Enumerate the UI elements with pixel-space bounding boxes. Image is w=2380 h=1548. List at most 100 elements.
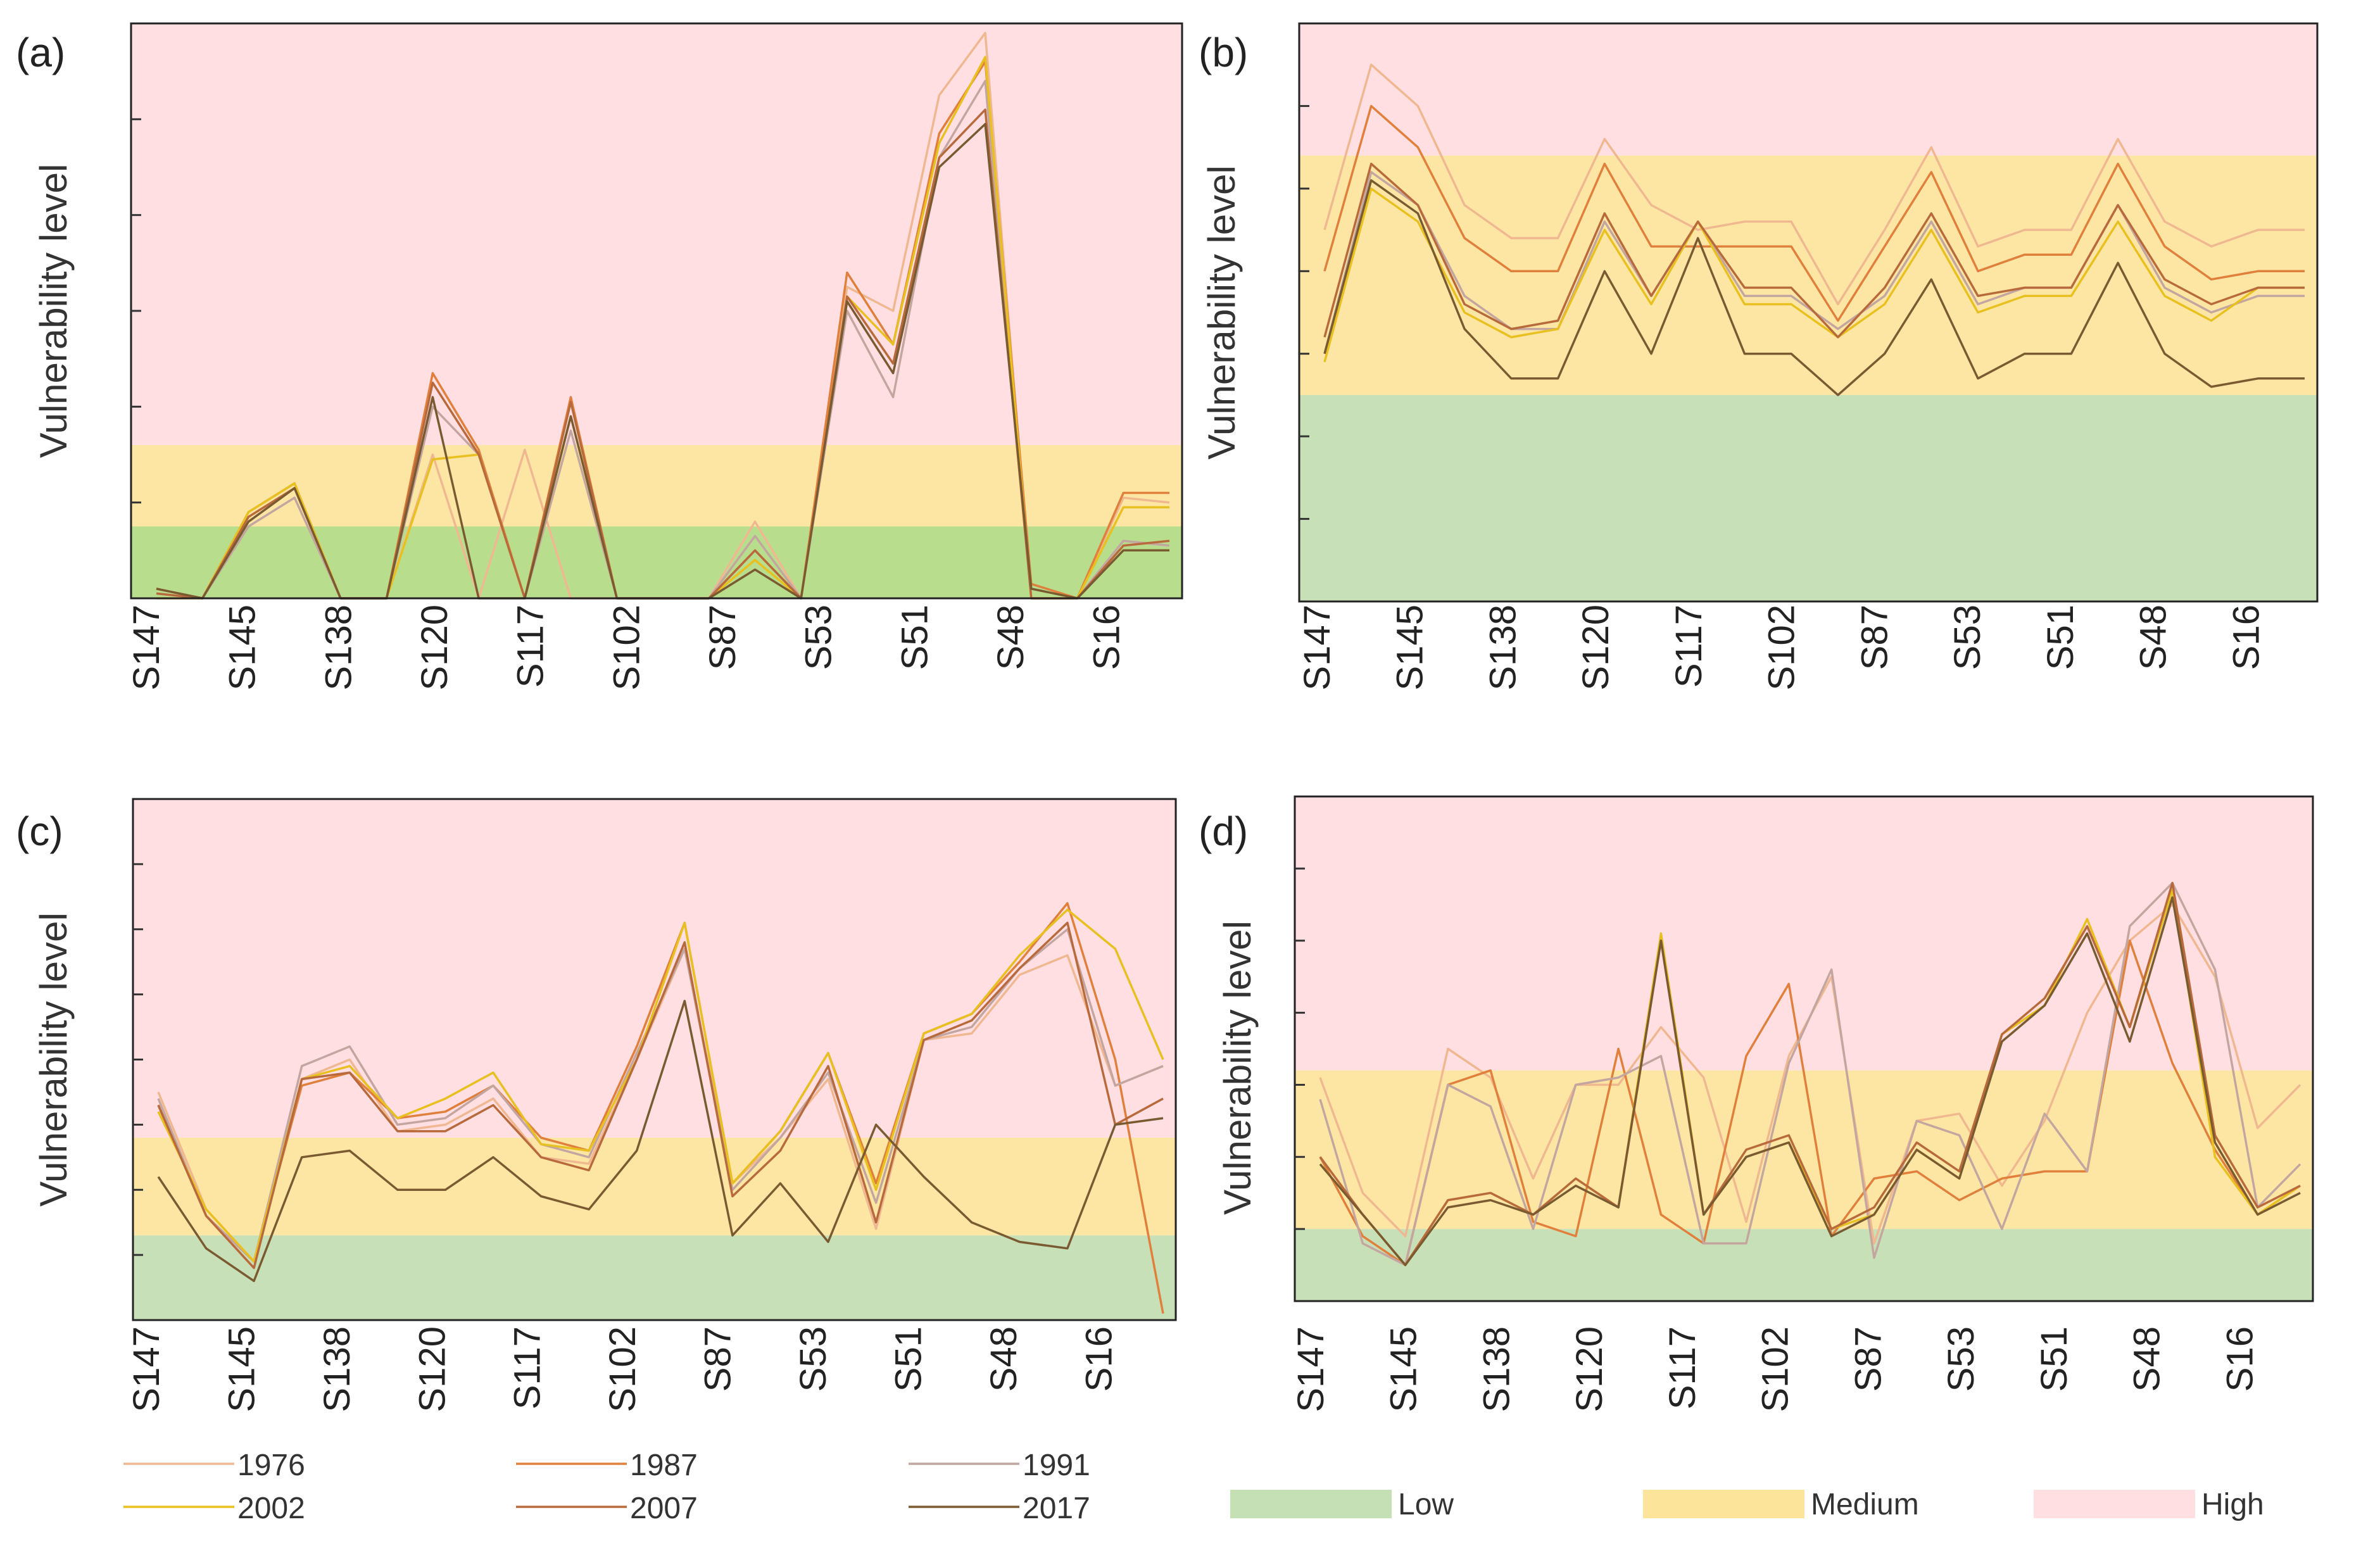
legend-label: 2002 <box>237 1492 305 1525</box>
y-axis-label: Vulnerability level <box>32 164 75 458</box>
x-tick-label: S102 <box>602 1326 643 1412</box>
legend: 1976 1987 1991 2002 2007 2017 Low Medium High <box>123 1449 2264 1525</box>
x-tick-label: S147 <box>1290 1326 1332 1412</box>
legend-series-2002: 2002 <box>123 1492 305 1525</box>
plot-frame <box>1294 795 2314 1302</box>
zone-low <box>131 526 1182 598</box>
legend-label: 1991 <box>1023 1449 1090 1482</box>
legend-label: Medium <box>1811 1488 1919 1521</box>
x-tick-label: S53 <box>1947 605 1988 670</box>
x-tick-label: S87 <box>702 605 743 670</box>
series-line-2007 <box>157 921 1164 1269</box>
series-line-2002 <box>157 909 1164 1263</box>
legend-zone-low: Low <box>1230 1488 1454 1521</box>
panel-label: (c) <box>16 809 63 854</box>
x-tick-label: S138 <box>1483 605 1524 690</box>
x-tick-label: S102 <box>1755 1326 1796 1412</box>
y-axis-label: Vulnerability level <box>1200 165 1243 460</box>
x-tick-label: S145 <box>222 605 263 690</box>
panel-label: (d) <box>1199 809 1248 854</box>
x-tick-label: S53 <box>793 1326 834 1392</box>
x-tick-label: S87 <box>1848 1326 1889 1392</box>
x-tick-label: S16 <box>2226 605 2267 670</box>
x-tick-label: S138 <box>1476 1326 1518 1412</box>
legend-swatch <box>1643 1490 1804 1518</box>
legend-label: High <box>2201 1488 2264 1521</box>
legend-label: 2017 <box>1023 1492 1090 1525</box>
legend-label: 1987 <box>630 1449 698 1482</box>
x-tick-label: S117 <box>510 605 551 688</box>
x-tick-label: S48 <box>990 605 1031 670</box>
legend-series-2017: 2017 <box>909 1492 1090 1525</box>
x-tick-label: S120 <box>412 1326 453 1412</box>
x-tick-label: S145 <box>1390 605 1431 690</box>
legend-zone-high: High <box>2034 1488 2264 1521</box>
chart-panel-3: S147 S145 S138 S120 S117 S102 S87 S53 S51 S48 S16 (… <box>16 798 1177 1412</box>
x-tick-label: S147 <box>1297 605 1338 690</box>
zone-medium <box>133 1137 1176 1236</box>
x-tick-label: S16 <box>1078 1326 1119 1392</box>
legend-series-1991: 1991 <box>909 1449 1090 1482</box>
panel-label: (b) <box>1199 30 1248 75</box>
chart-panel-4: S147 S145 S138 S120 S117 S102 S87 S53 S51 S48 S16 (… <box>1199 795 2314 1412</box>
x-tick-label: S53 <box>798 605 840 670</box>
legend-zone-medium: Medium <box>1643 1488 1919 1521</box>
x-tick-label: S145 <box>1383 1326 1425 1412</box>
x-tick-label: S145 <box>221 1326 262 1412</box>
zone-medium <box>1295 1070 2313 1230</box>
legend-swatch <box>1230 1490 1392 1518</box>
chart-panel-1: S147 S145 S138 S120 S117 S102 S87 S53 S51 S48 S16 (… <box>16 22 1183 690</box>
x-tick-label: S117 <box>1668 605 1709 688</box>
x-tick-label: S16 <box>1086 605 1128 670</box>
x-tick-label: S120 <box>414 605 455 690</box>
x-tick-label: S138 <box>318 605 359 690</box>
series-line-1987 <box>1323 104 2305 322</box>
zone-high <box>1299 23 2317 156</box>
x-tick-label: S147 <box>126 1326 167 1412</box>
x-tick-label: S87 <box>1854 605 1895 670</box>
series-line-2017 <box>1319 896 2301 1266</box>
legend-series-1976: 1976 <box>123 1449 305 1482</box>
zone-high <box>131 23 1182 445</box>
legend-series-1987: 1987 <box>516 1449 698 1482</box>
series-line-2007 <box>1319 881 2301 1266</box>
x-tick-label: S53 <box>1941 1326 1982 1392</box>
x-tick-label: S51 <box>2040 605 2081 670</box>
series-line-1991 <box>1319 881 2301 1266</box>
series-line-1976 <box>1323 63 2305 306</box>
series-line-1987 <box>157 902 1164 1314</box>
x-tick-label: S48 <box>2133 605 2174 670</box>
y-axis-label: Vulnerability level <box>32 912 75 1207</box>
series-line-2002 <box>1323 187 2305 363</box>
x-tick-label: S48 <box>983 1326 1024 1392</box>
legend-label: Low <box>1398 1488 1454 1521</box>
x-tick-label: S117 <box>507 1326 548 1409</box>
x-tick-label: S87 <box>698 1326 739 1392</box>
chart-panel-2: S147 S145 S138 S120 S117 S102 S87 S53 S51 S48 S16 (… <box>1199 22 2319 690</box>
x-tick-label: S51 <box>894 605 935 670</box>
x-tick-label: S51 <box>2034 1326 2075 1392</box>
x-tick-label: S147 <box>126 605 167 690</box>
zone-low <box>1295 1229 2313 1301</box>
series-line-1976 <box>157 947 1164 1263</box>
series-line-2017 <box>1323 179 2305 396</box>
x-tick-label: S48 <box>2127 1326 2168 1392</box>
legend-swatch <box>2034 1490 2195 1518</box>
x-tick-label: S51 <box>888 1326 929 1392</box>
series-line-2017 <box>157 1000 1164 1283</box>
series-line-1987 <box>1319 939 2301 1266</box>
legend-series-2007: 2007 <box>516 1492 698 1525</box>
x-tick-label: S102 <box>606 605 647 690</box>
x-tick-label: S120 <box>1575 605 1616 690</box>
legend-label: 1976 <box>237 1449 305 1482</box>
y-axis-label: Vulnerability level <box>1216 921 1259 1215</box>
x-tick-label: S102 <box>1761 605 1803 690</box>
zone-low <box>1299 394 2317 601</box>
zone-high <box>1295 796 2313 1071</box>
x-tick-label: S138 <box>317 1326 358 1412</box>
zone-low <box>133 1235 1176 1320</box>
series-line-2007 <box>1323 162 2305 339</box>
zone-high <box>133 799 1176 1138</box>
legend-label: 2007 <box>630 1492 698 1525</box>
